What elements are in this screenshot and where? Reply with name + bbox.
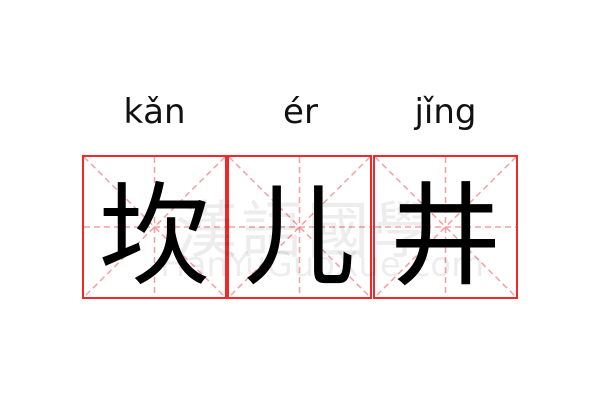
- char-cell: 坎: [82, 155, 227, 302]
- char-cell: 井: [373, 155, 518, 302]
- character: 井: [389, 172, 502, 302]
- watermark-chars: 漢語國學: [175, 194, 440, 267]
- tianzige-grid: 坎 儿 井: [82, 155, 518, 302]
- pinyin-1: ér: [283, 92, 318, 132]
- char-cell: 儿: [227, 155, 372, 302]
- pinyin-2: jǐng: [414, 92, 477, 132]
- character: 坎: [98, 172, 211, 302]
- character: 儿: [243, 172, 356, 302]
- pinyin-0: kǎn: [123, 92, 186, 132]
- guide-lines: [84, 157, 225, 297]
- guide-lines: [375, 157, 516, 297]
- guide-lines: [229, 157, 370, 297]
- watermark-site: HanYuGuoXue.com: [160, 245, 485, 285]
